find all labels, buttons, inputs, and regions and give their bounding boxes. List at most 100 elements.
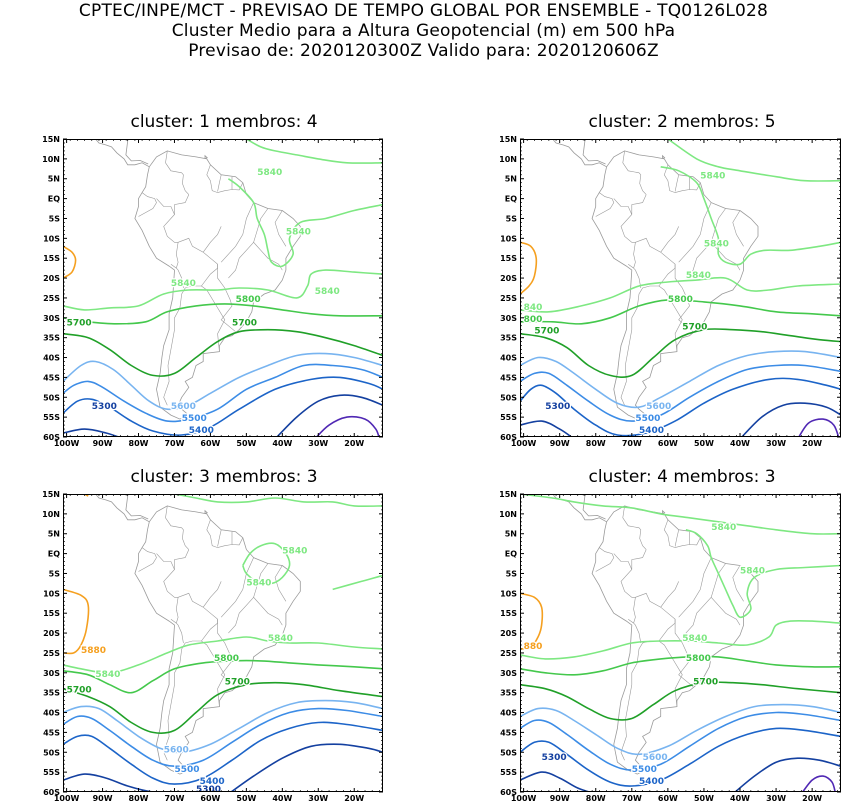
country-border: [613, 553, 633, 570]
longitude-label: 40W: [272, 794, 292, 803]
cape-verde-coastline: [341, 139, 342, 140]
map-frame: [63, 494, 383, 792]
latitude-label: 35S: [500, 689, 517, 698]
contour-label: 5840: [246, 578, 271, 588]
contour-label: 5840: [268, 634, 293, 644]
longitude-label: 30W: [766, 794, 786, 803]
country-border: [170, 263, 184, 289]
contour-5840: [660, 166, 841, 266]
contour-5840: [174, 494, 383, 508]
latitude-label: 40S: [43, 354, 60, 363]
country-border: [595, 192, 615, 217]
latitude-label: 10N: [42, 510, 60, 519]
country-border: [620, 285, 683, 406]
latitude-label: 45S: [500, 728, 517, 737]
contour-label: 5840: [682, 634, 707, 644]
contour-label: 5800: [668, 295, 693, 305]
longitude-label: 20W: [344, 439, 364, 448]
latitude-label: 5S: [49, 214, 61, 223]
country-border: [165, 505, 190, 550]
latitude-label: 15S: [500, 254, 517, 263]
country-border: [228, 597, 254, 634]
contour-label: 5800: [686, 654, 711, 664]
latitude-label: 5S: [506, 214, 518, 223]
latitude-label: 35S: [43, 334, 60, 343]
latitude-label: 15S: [43, 609, 60, 618]
longitude-label: 40W: [730, 794, 750, 803]
contour-5300: [520, 420, 573, 437]
contour-5800: [63, 303, 383, 325]
longitude-label: 30W: [308, 794, 328, 803]
contour-label: 5840: [286, 227, 311, 237]
cape-verde-coastline: [798, 494, 800, 495]
longitude-label: 40W: [272, 439, 292, 448]
latitude-label: 40S: [43, 709, 60, 718]
contour-label: 5500: [182, 414, 207, 424]
longitude-label: 100W: [511, 794, 537, 803]
contour-5300: [63, 428, 121, 437]
country-border: [220, 557, 254, 618]
latitude-label: 10N: [499, 510, 517, 519]
central-america-coastline: [550, 494, 607, 523]
contour-label: 5700: [232, 319, 257, 329]
latitude-label: 20S: [43, 629, 60, 638]
contour-5800: [63, 659, 383, 694]
latitude-label: 25S: [43, 649, 60, 658]
contour-label: 5600: [646, 402, 671, 412]
longitude-label: 50W: [236, 794, 256, 803]
country-border: [620, 549, 694, 687]
contour-5400: [520, 727, 841, 787]
contour-label: 5600: [164, 745, 189, 755]
latitude-label: 35S: [43, 689, 60, 698]
contour-label: 5840: [171, 279, 196, 289]
south-america-coastline: [591, 150, 759, 420]
latitude-label: EQ: [505, 195, 517, 204]
contour-label: 800: [524, 315, 543, 325]
country-border: [220, 202, 254, 263]
longitude-label: 70W: [164, 794, 184, 803]
longitude-label: 90W: [550, 794, 570, 803]
contour-5700: [520, 328, 841, 378]
longitude-label: 80W: [129, 439, 149, 448]
country-border: [201, 264, 218, 287]
contour-label: 5840: [700, 172, 725, 182]
panel-3-title: cluster: 3 membros: 3: [130, 467, 318, 487]
contour-label: 5700: [67, 319, 92, 329]
contour-label: 5700: [67, 686, 92, 696]
country-border: [663, 164, 701, 193]
latitude-label: 30S: [500, 669, 517, 678]
latitude-label: 45S: [43, 373, 60, 382]
island-coastline: [204, 154, 208, 159]
longitude-label: 30W: [308, 439, 328, 448]
country-border: [622, 505, 647, 550]
country-border: [710, 563, 741, 626]
latitude-label: 50S: [43, 393, 60, 402]
latitude-label: 10N: [42, 155, 60, 164]
longitude-label: 80W: [586, 794, 606, 803]
latitude-label: 55S: [43, 413, 60, 422]
longitude-label: 100W: [54, 439, 80, 448]
latitude-label: 40S: [500, 354, 517, 363]
panel-1-title: cluster: 1 membros: 4: [130, 112, 318, 132]
contour-label: 5400: [639, 426, 664, 436]
contour-5800: [520, 655, 841, 676]
longitude-label: 50W: [694, 794, 714, 803]
country-border: [660, 581, 679, 608]
contour-5300: [63, 773, 161, 792]
latitude-label: 10S: [43, 234, 60, 243]
country-border: [206, 519, 244, 548]
latitude-label: 45S: [500, 373, 517, 382]
country-border: [710, 208, 741, 271]
longitude-label: 60W: [658, 439, 678, 448]
south-america-coastline: [134, 505, 301, 775]
country-border: [202, 581, 222, 608]
longitude-label: 50W: [236, 439, 256, 448]
latitude-label: 5N: [48, 530, 60, 539]
country-border: [622, 150, 647, 195]
latitude-label: 30S: [43, 669, 60, 678]
map-frame: [520, 139, 841, 437]
latitude-label: 20S: [43, 274, 60, 283]
longitude-label: 70W: [164, 439, 184, 448]
country-border: [202, 226, 222, 253]
latitude-label: 15N: [499, 490, 517, 499]
